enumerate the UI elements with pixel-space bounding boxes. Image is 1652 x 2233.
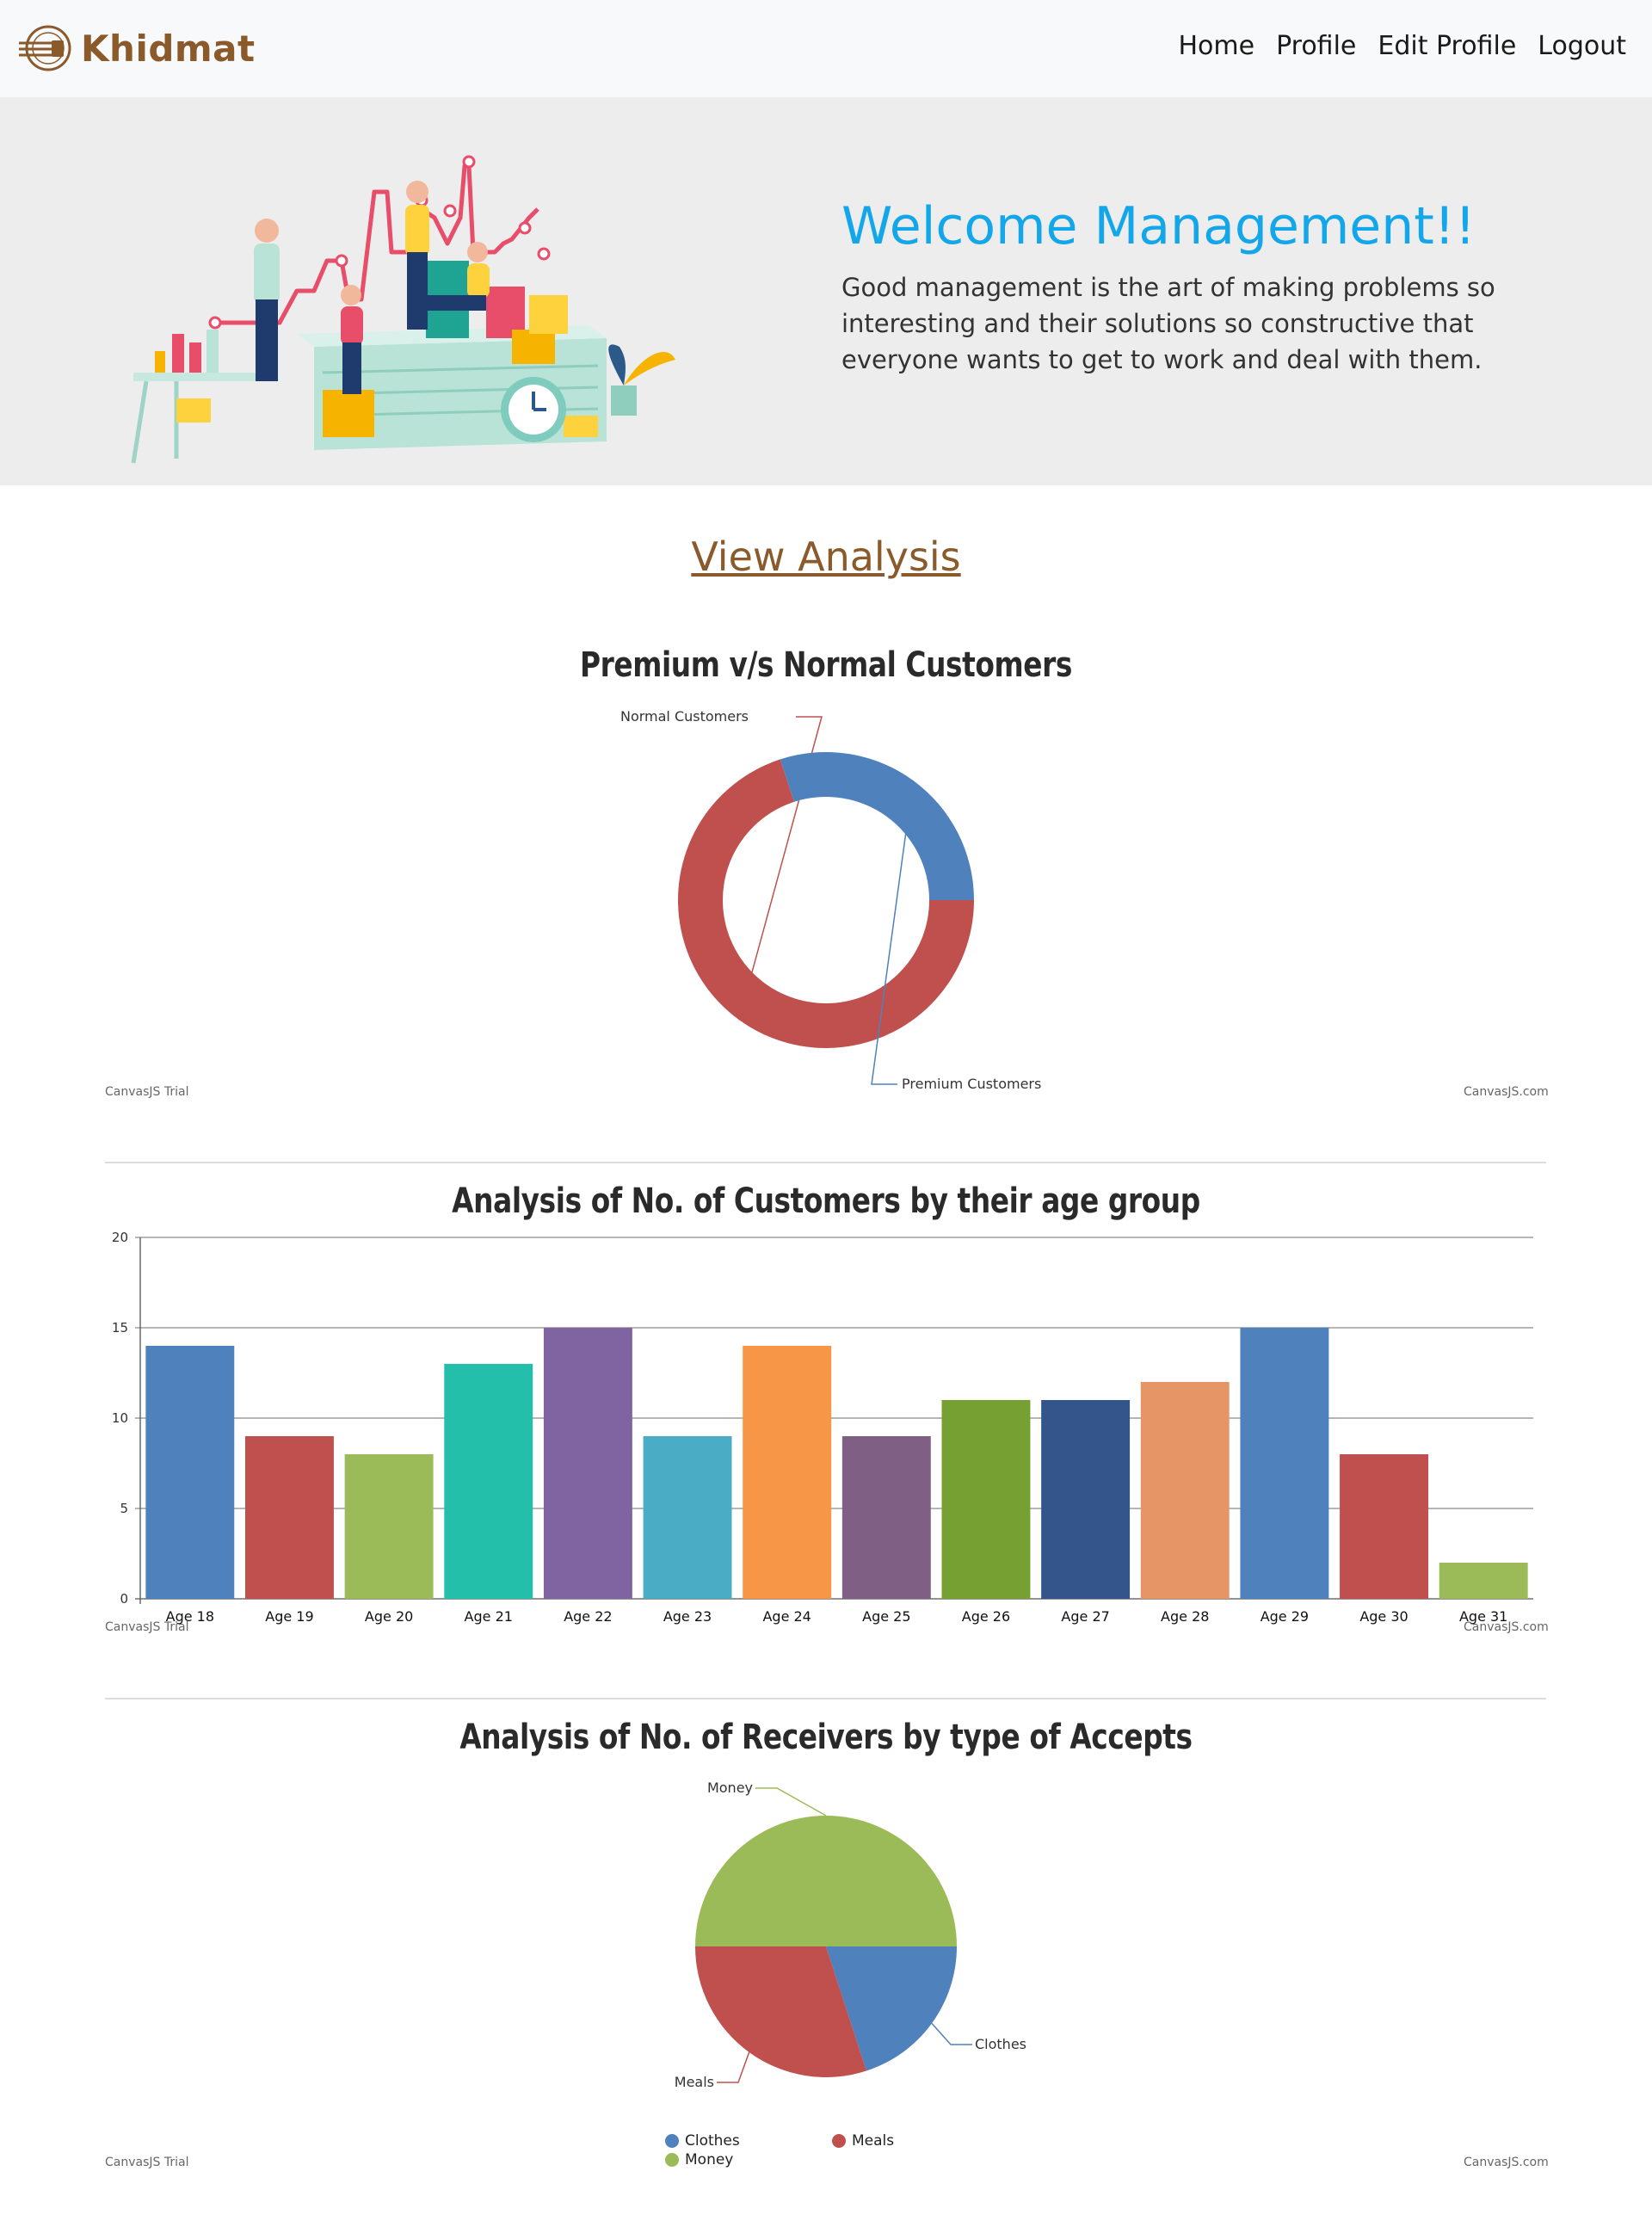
bar-age-18	[145, 1346, 235, 1599]
y-tick-label-0: 0	[120, 1591, 128, 1607]
x-tick-label-age-28: Age 28	[1161, 1608, 1209, 1625]
x-tick-label-age-30: Age 30	[1359, 1608, 1408, 1625]
bar-age-24	[743, 1346, 832, 1599]
chart3-watermark-trial: CanvasJS Trial	[105, 2156, 189, 2169]
bar-age-26	[941, 1400, 1031, 1599]
doughnut-label-connector-premium-customers	[871, 780, 914, 1085]
pie-slice-money	[695, 1816, 957, 1946]
chart3-watermark-site[interactable]: CanvasJS.com	[1464, 2156, 1549, 2169]
chart1-watermark-site[interactable]: CanvasJS.com	[1464, 1085, 1549, 1099]
hero-title: Welcome Management!!	[841, 196, 1476, 256]
x-tick-label-age-31: Age 31	[1459, 1608, 1507, 1625]
doughnut-label-premium-customers: Premium Customers	[902, 1076, 1041, 1092]
pie-slice-clothes	[826, 1946, 957, 2071]
legend-swatch-meals	[832, 2134, 846, 2148]
nav-link-profile[interactable]: Profile	[1276, 31, 1357, 61]
chart2-watermark-trial: CanvasJS Trial	[105, 1620, 189, 1634]
management-team-illustration	[131, 155, 675, 464]
bar-age-22	[543, 1328, 632, 1599]
x-tick-label-age-29: Age 29	[1261, 1608, 1309, 1625]
section-divider	[105, 1698, 1546, 1699]
pie-label-connector-meals	[717, 2051, 750, 2083]
pie-label-meals: Meals	[675, 2074, 714, 2090]
y-tick-label-5: 5	[120, 1501, 128, 1516]
pie-label-connector-money	[755, 1787, 827, 1817]
bar-age-30	[1340, 1454, 1428, 1599]
premium-vs-normal-doughnut-chart: Normal Customers Premium Customers	[620, 708, 1041, 1092]
doughnut-label-connector-normal-customers	[738, 716, 823, 1021]
y-tick-label-20: 20	[112, 1230, 128, 1245]
brand-link[interactable]: Khidmat	[17, 22, 256, 74]
pie-label-clothes: Clothes	[975, 2036, 1026, 2052]
view-analysis-link[interactable]: View Analysis	[691, 534, 961, 580]
x-tick-label-age-23: Age 23	[663, 1608, 712, 1625]
legend-label-clothes: Clothes	[685, 2132, 740, 2150]
x-tick-label-age-27: Age 27	[1061, 1608, 1109, 1625]
nav-menu: Home Profile Edit Profile Logout	[1156, 31, 1626, 61]
doughnut-label-normal-customers: Normal Customers	[620, 708, 749, 725]
x-tick-label-age-24: Age 24	[762, 1608, 811, 1625]
y-tick-label-15: 15	[112, 1320, 128, 1335]
bar-age-28	[1140, 1382, 1230, 1599]
pie-label-money: Money	[707, 1780, 753, 1796]
legend-swatch-money	[665, 2153, 679, 2167]
bar-age-20	[344, 1454, 434, 1599]
bar-age-29	[1240, 1328, 1329, 1599]
brand-name: Khidmat	[81, 27, 256, 70]
pie-label-connector-clothes	[931, 2022, 972, 2045]
bar-age-23	[643, 1436, 732, 1599]
legend-label-meals: Meals	[852, 2132, 895, 2150]
chart1-title: Premium v/s Normal Customers	[579, 645, 1073, 685]
customers-by-age-bar-chart: 0 5 10 15 20 Age 18 Age 19 Age 20 Age 21 Age 22 Ag…	[112, 1230, 1533, 1625]
y-tick-label-10: 10	[112, 1410, 128, 1426]
x-tick-label-age-20: Age 20	[365, 1608, 413, 1625]
chart1-watermark-trial: CanvasJS Trial	[105, 1085, 189, 1099]
nav-link-edit-profile[interactable]: Edit Profile	[1378, 31, 1517, 61]
legend-item-clothes[interactable]: Clothes	[665, 2132, 740, 2150]
x-tick-label-age-26: Age 26	[962, 1608, 1010, 1625]
section-divider	[105, 1162, 1546, 1163]
x-tick-label-age-18: Age 18	[166, 1608, 214, 1625]
bar-age-19	[245, 1436, 334, 1599]
chart2-watermark-site[interactable]: CanvasJS.com	[1464, 1620, 1549, 1634]
bar-age-27	[1041, 1400, 1131, 1599]
receivers-by-accepts-pie-chart: Clothes Meals Money	[675, 1780, 1026, 2090]
x-tick-label-age-21: Age 21	[465, 1608, 513, 1625]
x-tick-label-age-25: Age 25	[862, 1608, 910, 1625]
doughnut-slice-premium-customers	[780, 752, 974, 900]
x-tick-label-age-22: Age 22	[564, 1608, 612, 1625]
nav-link-logout[interactable]: Logout	[1538, 31, 1626, 61]
chart3-title: Analysis of No. of Receivers by type of …	[459, 1718, 1193, 1757]
hero-section: Welcome Management!! Good management is …	[0, 97, 1652, 485]
bar-age-25	[841, 1436, 931, 1599]
hero-quote: Good management is the art of making pro…	[841, 273, 1495, 374]
khidmat-logo-icon	[19, 25, 71, 71]
bar-age-31	[1439, 1563, 1528, 1599]
chart2-title: Analysis of No. of Customers by their ag…	[452, 1181, 1200, 1221]
legend-label-money: Money	[685, 2151, 734, 2168]
legend-item-money[interactable]: Money	[665, 2151, 733, 2168]
nav-link-home[interactable]: Home	[1178, 31, 1255, 61]
doughnut-slice-normal-customers	[678, 759, 974, 1048]
bar-age-21	[444, 1364, 533, 1599]
pie-slice-meals	[695, 1946, 866, 2077]
legend-item-meals[interactable]: Meals	[832, 2132, 894, 2150]
legend-swatch-clothes	[665, 2134, 679, 2148]
navbar: Khidmat Home Profile Edit Profile Logout	[0, 0, 1652, 97]
x-tick-label-age-19: Age 19	[265, 1608, 313, 1625]
